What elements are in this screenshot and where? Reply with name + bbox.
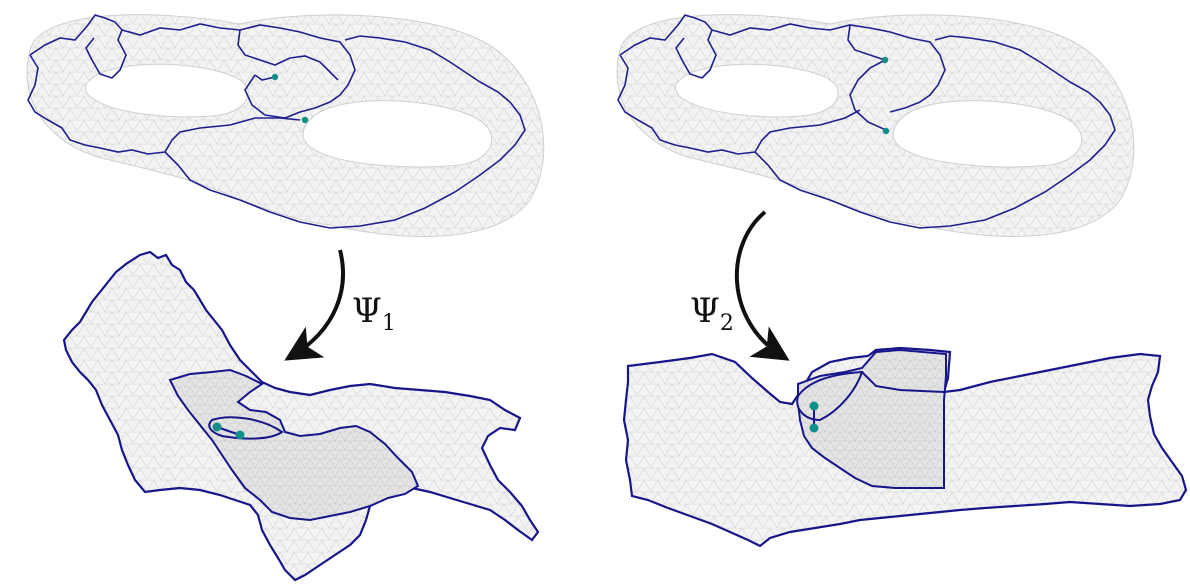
cut-graph-right [617,14,1116,229]
torus-hole-right [302,100,493,168]
map-arrow-right: Ψ2 [690,210,790,361]
map-label-psi-1: Ψ1 [352,291,396,336]
flattened-boundary [62,250,540,582]
marker-point [809,423,819,433]
parameterization-right [622,346,1188,548]
marker-point [235,430,245,440]
cut-graph-left [27,14,526,229]
double-torus-left [26,14,545,237]
marker-point [301,116,309,124]
torus-hole-left [84,63,249,118]
parameterization-left [62,250,540,582]
torus-hole-right [892,100,1083,168]
double-torus-right [616,14,1135,237]
marker-point [881,56,889,64]
marker-point [809,401,819,411]
marker-point [271,73,279,81]
marker-loop [208,416,284,440]
map-arrow-left: Ψ1 [284,249,396,361]
map-label-psi-2: Ψ2 [690,291,734,336]
marker-point [212,422,222,432]
cut-graph-segment [861,371,945,393]
inner-region [168,368,420,522]
marker-point [882,127,890,135]
torus-hole-left [674,63,839,118]
